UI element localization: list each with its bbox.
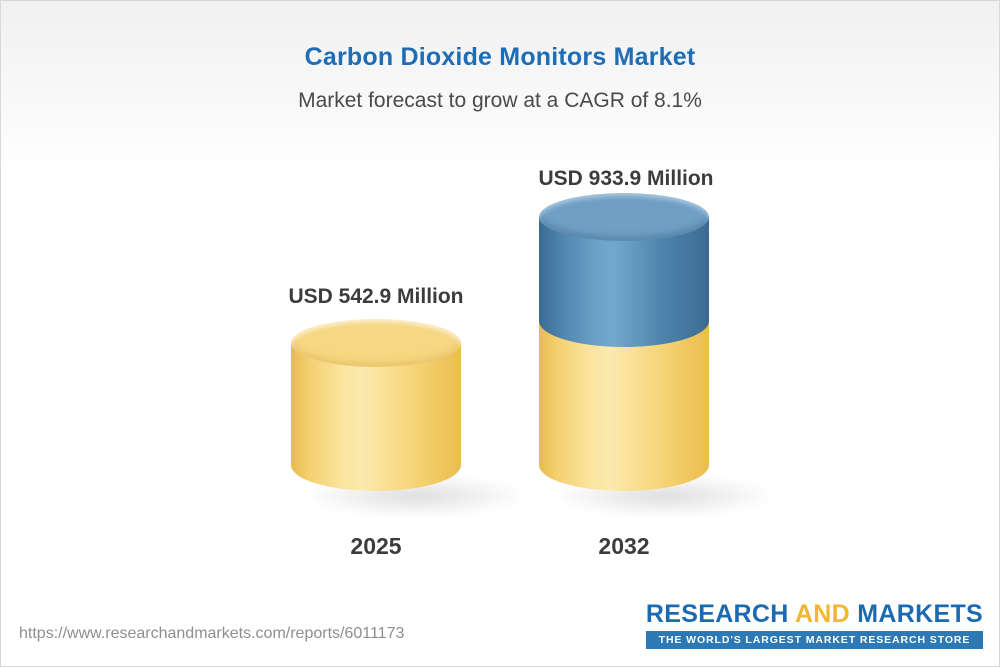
page-subtitle: Market forecast to grow at a CAGR of 8.1…: [298, 89, 702, 112]
brand-word-research: RESEARCH: [645, 600, 789, 628]
report-url-link[interactable]: https://www.researchandmarkets.com/repor…: [19, 625, 405, 642]
x-axis-label-2032: 2032: [598, 533, 650, 559]
brand-logo-wordmark: RESEARCH AND MARKETS: [646, 601, 983, 627]
brand-word-and: AND: [794, 600, 851, 628]
bar-2025-value-label: USD 542.9 Million: [288, 285, 464, 308]
brand-word-markets: MARKETS: [857, 600, 983, 628]
brand-logo: RESEARCH AND MARKETS THE WORLD'S LARGEST…: [645, 601, 983, 650]
bar-2032-value-label: USD 933.9 Million: [538, 167, 714, 190]
page-title: Carbon Dioxide Monitors Market: [304, 43, 696, 71]
bar-2025-cylinder-body: [291, 343, 461, 491]
x-axis-label-2025: 2025: [350, 533, 402, 559]
bar-2025-cylinder-top: [291, 319, 461, 367]
bar-2032-cylinder-base-segment: [539, 321, 709, 491]
brand-tagline: THE WORLD'S LARGEST MARKET RESEARCH STOR…: [645, 631, 983, 650]
bar-2032-cylinder-top: [539, 193, 709, 241]
